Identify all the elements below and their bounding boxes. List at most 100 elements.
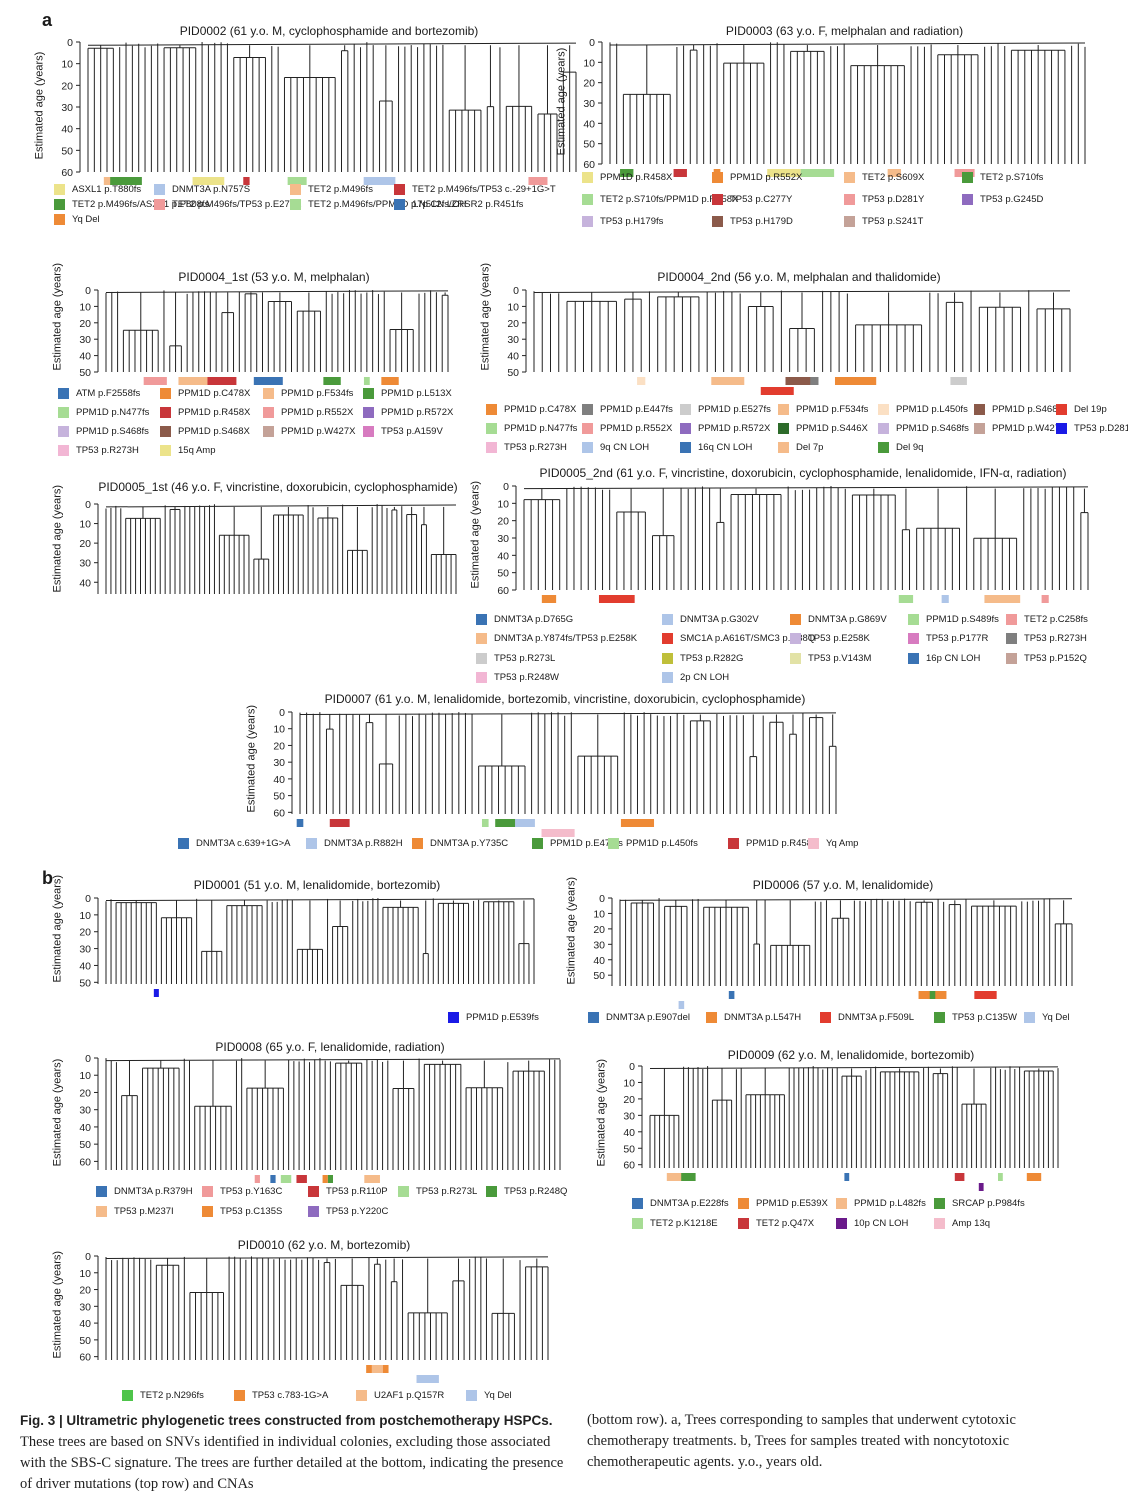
legend-label: Yq Del xyxy=(1042,1011,1070,1023)
legend-label: TP53 p.R282G xyxy=(680,652,744,664)
y-tick-label: 50 xyxy=(273,791,285,803)
mutation-bar xyxy=(296,1175,307,1183)
y-tick-label: 0 xyxy=(85,893,91,905)
tree-panel-pid0010: PID0010 (62 y.o. M, bortezomib) Estimated… xyxy=(40,1238,560,1406)
mutation-bar xyxy=(192,177,225,185)
legend-label: TET2 p.M496fs/ASXL1 p.P808fs xyxy=(72,198,210,210)
legend-item: Yq Del xyxy=(466,1388,512,1402)
tree-svg: 0 10 20 30 40 50 xyxy=(79,893,535,997)
mutation-bar xyxy=(898,595,914,603)
mutation-bar xyxy=(1026,1173,1042,1181)
legend-label: Amp 13q xyxy=(952,1217,991,1229)
legend-item: SMC1A p.A616T/SMC3 p.R88Q xyxy=(662,632,815,646)
legend-item: TP53 p.C277Y xyxy=(712,192,792,206)
legend-item: TP53 p.C135S xyxy=(202,1204,282,1218)
legend-swatch xyxy=(878,403,889,415)
legend-label: PPM1D p.S489fs xyxy=(926,613,999,625)
legend-swatch xyxy=(844,171,855,183)
y-tick-label: 0 xyxy=(629,1061,635,1073)
figure-caption-left: Fig. 3 | Ultrametric phylogenetic trees … xyxy=(20,1410,565,1495)
y-tick-label: 40 xyxy=(273,774,285,786)
legend-swatch xyxy=(844,193,855,205)
legend-swatch xyxy=(662,672,673,683)
y-tick-label: 0 xyxy=(85,1053,91,1065)
legend-swatch xyxy=(363,387,374,399)
legend-swatch xyxy=(154,183,165,195)
tree-svg: 0 10 20 30 40 50 xyxy=(507,285,1071,395)
legend-swatch xyxy=(706,1011,717,1023)
caption-body-left: These trees are based on SNVs identified… xyxy=(20,1434,564,1492)
legend-label: PPM1D p.S468fs xyxy=(76,425,149,437)
legend-item: PPM1D p.L513X xyxy=(363,386,452,400)
y-tick-label: 50 xyxy=(79,977,91,989)
legend-item: TP53 p.C135W xyxy=(934,1010,1017,1024)
legend-label: DNMT3A p.G302V xyxy=(680,613,759,625)
caption-title: Ultrametric phylogenetic trees construct… xyxy=(66,1413,553,1428)
legend-swatch xyxy=(58,406,69,418)
legend-swatch xyxy=(154,198,165,210)
legend-item: TP53 p.R273L xyxy=(398,1184,477,1198)
legend-item: TP53 p.R248W xyxy=(476,671,559,685)
mutation-bar xyxy=(329,819,350,827)
legend-label: TP53 p.V143M xyxy=(808,652,872,664)
legend-label: TP53 p.G245D xyxy=(980,193,1044,205)
y-tick-label: 30 xyxy=(79,944,91,956)
legend-item: TP53 p.H179fs xyxy=(582,214,663,228)
legend-label: DNMT3A p.F509L xyxy=(838,1011,915,1023)
legend-label: TP53 p.E258K xyxy=(808,633,870,644)
mutation-bar xyxy=(620,819,655,827)
root-bar xyxy=(87,42,577,46)
legend-label: ATM p.F2558fs xyxy=(76,387,141,399)
legend-item: TP53 p.R273H xyxy=(58,443,139,457)
legend-swatch xyxy=(778,422,789,434)
mutation-bar xyxy=(941,595,949,603)
legend-label: TP53 p.Y220C xyxy=(326,1205,389,1217)
mutation-bar xyxy=(481,819,489,827)
legend-item: TET2 p.Q47X xyxy=(738,1216,814,1230)
mutation-bar xyxy=(984,595,1021,603)
legend-label: TP53 p.H179fs xyxy=(600,215,664,227)
legend-item: DNMT3A p.R379H xyxy=(96,1184,193,1198)
legend-swatch xyxy=(308,1185,319,1197)
legend-item: TP53 p.R110P xyxy=(308,1184,388,1198)
tree-branches xyxy=(649,1066,1059,1168)
legend-item: DNMT3A p.E228fs xyxy=(632,1196,729,1210)
tree-panel-pid0007: PID0007 (61 y.o. M, lenalidomide, bortez… xyxy=(178,692,880,856)
mutation-bar xyxy=(371,1365,383,1373)
y-tick-label: 40 xyxy=(593,955,605,967)
y-tick-label: 60 xyxy=(497,585,509,597)
tree-branches xyxy=(105,898,535,984)
legend-item: PPM1D p.S468X xyxy=(160,424,250,438)
legend-swatch xyxy=(54,198,65,210)
mutation-bar xyxy=(666,1173,686,1181)
legend-swatch xyxy=(486,1185,497,1197)
tree-svg: 0 10 20 30 40 50 60 xyxy=(61,37,577,185)
legend-label: TP53 p.A159V xyxy=(381,425,443,437)
legend-item: 9q CN LOH xyxy=(582,440,649,454)
legend-item: TP53 p.Y163C xyxy=(202,1184,282,1198)
mutation-bar xyxy=(363,377,370,385)
legend-item: TET2 p.K1218E xyxy=(632,1216,718,1230)
root-bar xyxy=(533,290,1071,293)
y-tick-label: 0 xyxy=(599,893,605,905)
legend-item: PPM1D p.R458X xyxy=(728,836,818,850)
legend-item: Yq Del xyxy=(1024,1010,1070,1024)
legend-item: PPM1D p.L450fs xyxy=(608,836,698,850)
tree-title: PID0007 (61 y.o. M, lenalidomide, bortez… xyxy=(324,692,806,706)
legend-label: TP53 p.R248W xyxy=(494,672,559,683)
mutation-bar xyxy=(800,169,835,177)
y-tick-label: 10 xyxy=(507,301,519,313)
legend-swatch xyxy=(398,1185,409,1197)
y-tick-label: 30 xyxy=(79,1105,91,1117)
legend-label: PPM1D p.W427X xyxy=(992,422,1067,434)
y-tick-label: 20 xyxy=(79,1285,91,1297)
legend-swatch xyxy=(202,1185,213,1197)
legend-label: Del 9q xyxy=(896,441,924,453)
legend-label: 10p CN LOH xyxy=(854,1217,909,1229)
legend-label: 16p CN LOH xyxy=(926,652,981,664)
tree-panel-pid0006: PID0006 (57 y.o. M, lenalidomide) Estimat… xyxy=(560,877,1100,1028)
legend-label: PPM1D p.S446X xyxy=(796,422,868,434)
legend-item: TP53 p.V143M xyxy=(790,651,871,665)
legend-swatch xyxy=(820,1011,831,1023)
legend-swatch xyxy=(58,444,69,456)
